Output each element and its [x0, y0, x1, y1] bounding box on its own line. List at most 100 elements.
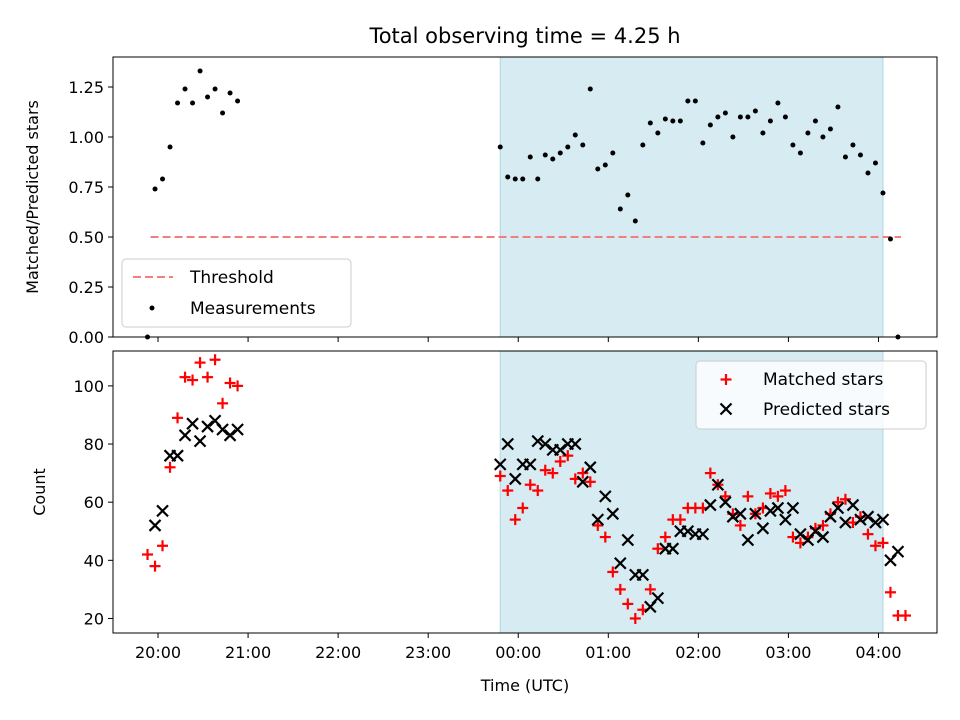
y-tick-label: 0.75: [68, 178, 104, 197]
measurement-point: [167, 144, 173, 150]
predicted-star-point: [599, 490, 612, 503]
predicted-star-point: [816, 530, 830, 544]
measurement-point: [625, 192, 631, 198]
matched-star-point: [502, 485, 514, 497]
measurement-point: [220, 110, 226, 116]
predicted-star-point: [178, 429, 192, 442]
matched-stars-legend-swatch: [720, 374, 732, 385]
predicted-star-point: [576, 475, 590, 489]
measurement-point: [640, 142, 646, 148]
predicted-star-point: [531, 434, 545, 448]
measurement-point: [850, 142, 856, 148]
x-tick-label: 00:00: [495, 643, 541, 662]
predicted-star-point: [891, 545, 905, 558]
predicted-star-point: [614, 556, 627, 570]
predicted-star-point: [231, 423, 244, 436]
matched-star-point: [734, 519, 746, 531]
matched-star-point: [232, 380, 244, 392]
predicted-star-point: [223, 429, 237, 442]
predicted-star-point: [156, 504, 169, 518]
bottom-panel-frame: [112, 350, 938, 634]
measurement-point: [550, 156, 556, 162]
matched-star-point: [202, 371, 214, 383]
chart-title: Total observing time = 4.25 h: [368, 24, 680, 48]
matched-star-point: [614, 583, 626, 595]
measurement-point: [152, 186, 158, 192]
measurement-point: [662, 116, 668, 122]
matched-star-point: [629, 612, 641, 624]
y-tick-label: 40: [84, 551, 104, 570]
matched-star-point: [142, 549, 154, 561]
measurement-point: [610, 150, 616, 156]
matched-star-point: [209, 354, 221, 366]
predicted-star-point: [876, 513, 890, 526]
matched-star-point: [592, 519, 604, 531]
predicted-star-point: [493, 458, 507, 471]
top-panel-y-axis: 0.00 0.25 0.50 0.75 1.00 1.25: [68, 78, 113, 347]
matched-star-point: [599, 531, 611, 543]
matched-star-point: [517, 502, 529, 514]
y-tick-label: 1.25: [68, 78, 104, 97]
matched-star-point: [877, 537, 889, 549]
x-tick-label: 01:00: [585, 643, 631, 662]
measurement-point: [565, 144, 571, 150]
matched-star-point: [899, 610, 911, 622]
predicted-star-point: [846, 498, 860, 512]
x-tick-label: 03:00: [765, 643, 811, 662]
predicted-star-point: [651, 591, 665, 605]
measurement-point: [497, 144, 503, 150]
bottom-panel-x-axis: 20:00 21:00 22:00 23:00 00:00 01:00 02:00 03:00…: [135, 633, 902, 662]
predicted-star-point: [809, 524, 822, 538]
measurement-point: [857, 152, 863, 158]
predicted-star-point: [794, 527, 807, 541]
predicted-star-point: [201, 420, 214, 433]
x-tick-label: 22:00: [315, 643, 361, 662]
y-tick-label: 0.00: [68, 328, 104, 347]
measurement-point: [707, 122, 713, 128]
matched-star-point: [164, 461, 176, 473]
y-tick-label: 0.25: [68, 278, 104, 297]
matched-star-point: [719, 490, 731, 502]
predicted-star-point: [854, 513, 867, 526]
matched-star-point: [179, 371, 191, 383]
predicted-star-point: [621, 533, 635, 547]
matched-star-point: [547, 467, 559, 479]
predicted-star-point: [726, 510, 740, 523]
measurement-point: [587, 86, 593, 92]
predicted-star-point: [771, 501, 785, 515]
measurement-point: [775, 100, 781, 106]
threshold-legend-label: Threshold: [189, 268, 274, 288]
measurement-point: [730, 134, 736, 140]
measurement-point: [197, 68, 203, 74]
x-tick-label: 21:00: [225, 643, 271, 662]
matched-star-point: [187, 374, 199, 386]
predicted-star-point: [606, 507, 620, 521]
measurement-point: [205, 94, 211, 100]
measurement-ratio-panel: 0.00 0.25 0.50 0.75 1.00 1.25 Total observing…: [23, 24, 938, 347]
matched-star-point: [509, 514, 521, 526]
predicted-star-point: [786, 501, 800, 515]
top-legend: Threshold Measurements: [121, 258, 352, 328]
predicted-star-point: [734, 507, 747, 521]
predicted-star-point: [756, 522, 770, 535]
y-tick-label: 60: [84, 493, 104, 512]
predicted-star-point: [711, 478, 725, 492]
bottom-legend: Matched stars Predicted stars: [695, 360, 927, 430]
top-panel-frame: [112, 56, 938, 338]
y-tick-label: 100: [73, 377, 104, 396]
measurement-point: [677, 118, 683, 124]
matched-star-point: [157, 540, 169, 552]
y-tick-label: 80: [84, 435, 104, 454]
measurement-point: [865, 170, 871, 176]
predicted-star-point: [193, 434, 207, 448]
predicted-stars-legend-swatch: [719, 402, 733, 416]
matched-star-point: [532, 485, 544, 497]
measurement-point: [632, 218, 638, 224]
measurement-point: [835, 104, 841, 110]
predicted-star-point: [148, 519, 162, 532]
measurement-point: [572, 132, 578, 138]
measurement-point: [557, 150, 563, 156]
predicted-star-point: [501, 437, 515, 451]
matched-star-point: [494, 470, 506, 482]
measurement-point: [692, 98, 698, 104]
